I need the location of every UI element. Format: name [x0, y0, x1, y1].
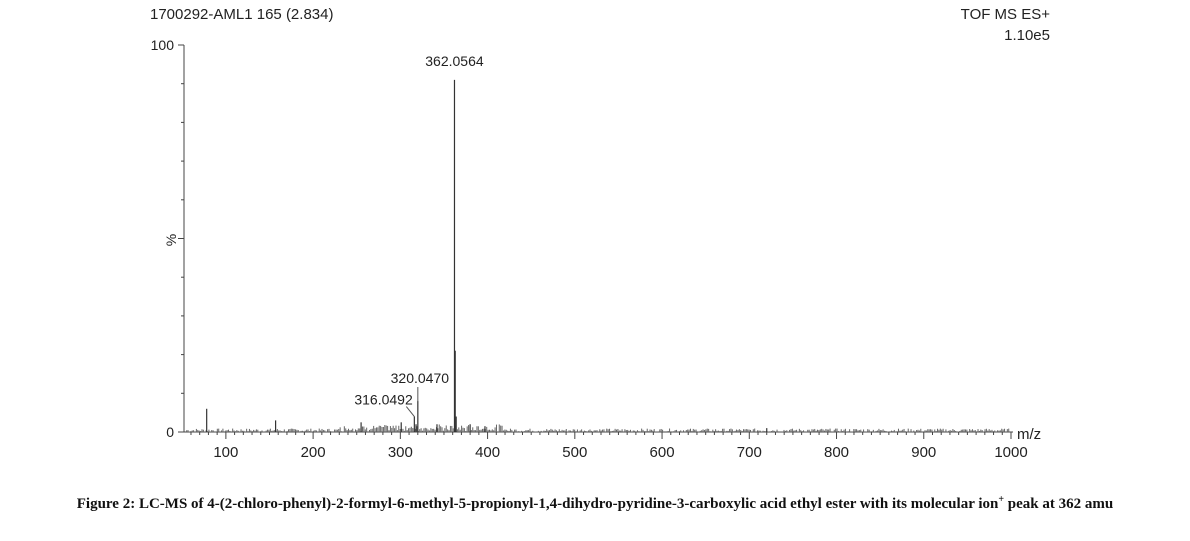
peak-label-320: 320.0470: [391, 370, 450, 386]
y-tick-label: 100: [151, 37, 175, 53]
x-axis-label: m/z: [1017, 426, 1041, 443]
x-tick-label: 800: [824, 444, 849, 461]
peak-label-316: 316.0492: [354, 392, 413, 408]
x-tick-label: 700: [737, 444, 762, 461]
peak-labels: 362.0564 320.0470 316.0492: [354, 53, 484, 417]
spectrum-peaks: [206, 79, 768, 432]
x-tick-label: 600: [650, 444, 675, 461]
x-tick-label: 900: [911, 444, 936, 461]
x-tick-label: 300: [388, 444, 413, 461]
x-tick-label: 200: [301, 444, 326, 461]
x-tick-label: 1000: [994, 444, 1027, 461]
mode-label: TOF MS ES+: [960, 6, 1050, 23]
baseline-noise: [186, 424, 1011, 432]
x-tick-label: 500: [562, 444, 587, 461]
peak-label-362: 362.0564: [425, 53, 484, 69]
caption-text-end: peak at 362 amu: [1004, 496, 1114, 512]
caption-text: Figure 2: LC-MS of 4-(2-chloro-phenyl)-2…: [76, 496, 999, 512]
x-tick-label: 400: [475, 444, 500, 461]
y-axis-label: %: [163, 234, 179, 246]
x-tick-label: 100: [213, 444, 238, 461]
intensity-label: 1.10e5: [1004, 27, 1050, 44]
caption-superscript: +: [998, 494, 1005, 505]
peak-label-leader: [405, 406, 415, 417]
y-tick-label: 0: [166, 424, 174, 440]
sample-label: 1700292-AML1 165 (2.834): [150, 6, 334, 23]
figure-caption: Figure 2: LC-MS of 4-(2-chloro-phenyl)-2…: [0, 491, 1190, 513]
